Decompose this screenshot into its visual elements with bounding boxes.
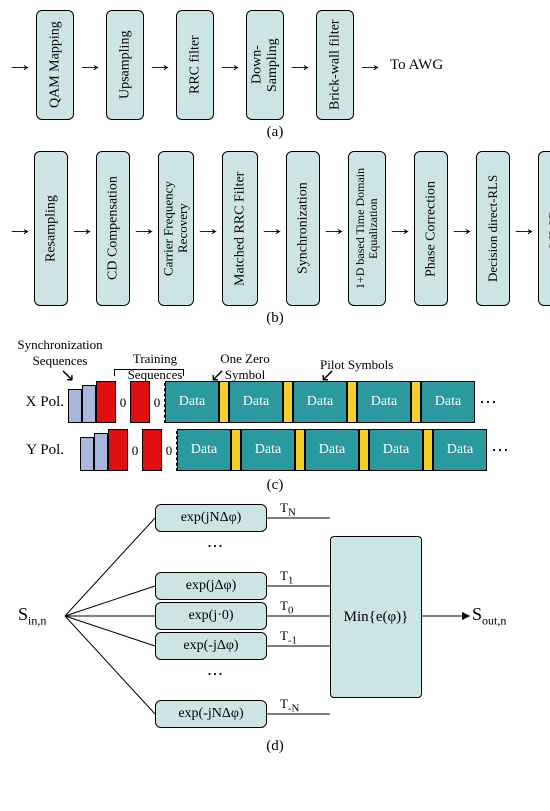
arrow-icon: → (448, 219, 476, 239)
train-box (142, 429, 162, 471)
arrow-icon: → (510, 219, 538, 239)
arrow-icon: → (216, 55, 244, 75)
vdots-icon: ⋮ (205, 538, 224, 550)
train-box (108, 429, 128, 471)
sync-box (68, 389, 82, 423)
data-box: Data (305, 429, 359, 471)
arrow-down-icon: ↙ (210, 365, 225, 386)
pilot-box (295, 429, 305, 471)
data-box: Data (177, 429, 231, 471)
sync-box (94, 433, 108, 471)
train-box (96, 381, 116, 423)
exp-block: exp(j·0) (155, 602, 267, 630)
zero-box: 0 (116, 383, 130, 423)
arrow-icon: → (76, 55, 104, 75)
block-downsampling: Down-Sampling (246, 10, 284, 120)
arrow-down-icon: ↘ (60, 365, 75, 386)
data-box: Data (369, 429, 423, 471)
section-a-row: → QAM Mapping → Upsampling → RRC filter … (10, 10, 540, 120)
zero-box: 0 (150, 383, 165, 423)
y-pol-label: Y Pol. (10, 442, 68, 459)
data-box: Data (357, 381, 411, 423)
block-brickwall: Brick-wall filter (316, 10, 354, 120)
caption-c: (c) (10, 477, 540, 494)
output-label-a: To AWG (390, 57, 443, 74)
t-label: T-N (280, 696, 299, 715)
section-d: Sin,n exp(jNΔφ) TN ⋮ exp(jΔφ) T1 exp(j·0… (10, 504, 530, 734)
arrow-icon: → (286, 55, 314, 75)
arrow-icon: → (194, 219, 222, 239)
t-label: T-1 (280, 628, 297, 647)
arrow-icon: → (6, 55, 34, 75)
block-dd-rls: Decision direct-RLS (476, 151, 510, 306)
arrow-icon: → (68, 219, 96, 239)
block-upsampling: Upsampling (106, 10, 144, 120)
arrow-icon: → (386, 219, 414, 239)
pilot-box (411, 381, 421, 423)
block-sync: Synchronization (286, 151, 320, 306)
zero-box: 0 (128, 431, 142, 471)
exp-block: exp(-jΔφ) (155, 632, 267, 660)
section-b-row: → Resampling → CD Compensation → Carrier… (10, 151, 540, 306)
input-label: Sin,n (18, 604, 46, 629)
data-box: Data (165, 381, 219, 423)
caption-b: (b) (10, 310, 540, 327)
block-1d-eq: 1+D based Time Domain Equalization (348, 151, 386, 306)
sync-box (82, 385, 96, 423)
block-matched-rrc: Matched RRC Filter (222, 151, 258, 306)
arrow-icon: → (130, 219, 158, 239)
block-cd: CD Compensation (96, 151, 130, 306)
frame-y: Y Pol. 0 0 Data Data Data Data Data ⋯ (10, 429, 540, 471)
block-mlsd: MLSD (538, 151, 550, 306)
block-qam: QAM Mapping (36, 10, 74, 120)
block-rrc: RRC filter (176, 10, 214, 120)
caption-d: (d) (10, 738, 540, 755)
x-pol-label: X Pol. (10, 394, 68, 411)
block-resampling: Resampling (34, 151, 68, 306)
exp-block: exp(jΔφ) (155, 572, 267, 600)
arrow-icon: → (356, 55, 384, 75)
vdots-icon: ⋮ (205, 666, 224, 678)
t-label: T1 (280, 568, 293, 587)
frame-x: X Pol. 0 0 Data Data Data Data Data ⋯ (10, 381, 540, 423)
section-c: Synchronization Sequences ↘ Training Seq… (10, 337, 540, 471)
t-label: TN (280, 500, 296, 519)
t-label: T0 (280, 598, 293, 617)
ellipsis: ⋯ (479, 392, 497, 413)
pilot-box (347, 381, 357, 423)
legend-train: Training Sequences (120, 351, 190, 383)
block-cfr: Carrier Frequency Recovery (158, 151, 194, 306)
pilot-box (283, 381, 293, 423)
pilot-box (231, 429, 241, 471)
caption-a: (a) (10, 124, 540, 141)
train-box (130, 381, 150, 423)
sync-box (80, 437, 94, 471)
connector-lines (10, 504, 530, 734)
exp-block: exp(jNΔφ) (155, 504, 267, 532)
data-box: Data (241, 429, 295, 471)
arrow-icon: → (146, 55, 174, 75)
bracket-icon (114, 369, 184, 376)
min-block: Min{e(φ)} (330, 536, 422, 698)
pilot-box (423, 429, 433, 471)
data-box: Data (433, 429, 487, 471)
arrow-down-icon: ↙ (320, 365, 335, 386)
ellipsis: ⋯ (491, 440, 509, 461)
output-label: Sout,n (472, 604, 506, 629)
data-box: Data (421, 381, 475, 423)
data-box: Data (293, 381, 347, 423)
arrow-icon: → (258, 219, 286, 239)
pilot-box (219, 381, 229, 423)
data-box: Data (229, 381, 283, 423)
exp-block: exp(-jNΔφ) (155, 700, 267, 728)
arrow-icon: → (6, 219, 34, 239)
arrow-icon: → (320, 219, 348, 239)
pilot-box (359, 429, 369, 471)
block-phase: Phase Correction (414, 151, 448, 306)
zero-box: 0 (162, 431, 177, 471)
